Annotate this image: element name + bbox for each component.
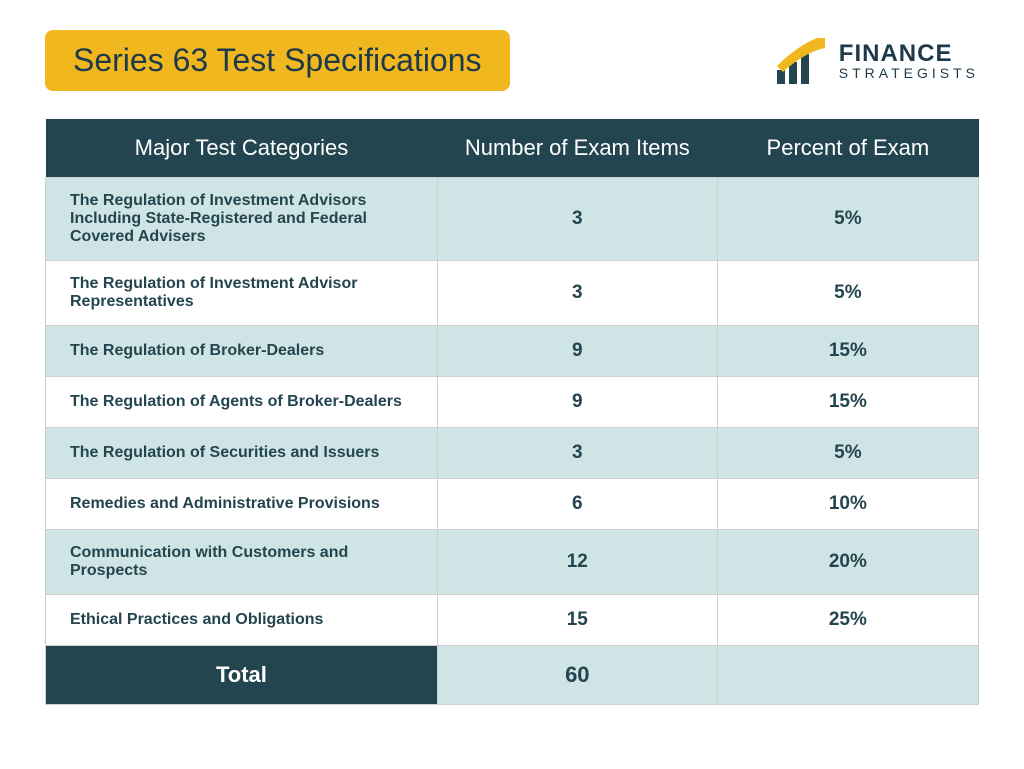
cell-percent: 20% bbox=[717, 530, 978, 595]
table-header-row: Major Test Categories Number of Exam Ite… bbox=[46, 119, 979, 178]
table-row: The Regulation of Investment Advisor Rep… bbox=[46, 261, 979, 326]
header-row: Series 63 Test Specifications FINANCE ST… bbox=[45, 30, 979, 91]
cell-items: 6 bbox=[437, 479, 717, 530]
cell-items: 12 bbox=[437, 530, 717, 595]
table-row: Communication with Customers and Prospec… bbox=[46, 530, 979, 595]
cell-category: Ethical Practices and Obligations bbox=[46, 595, 438, 646]
page-title: Series 63 Test Specifications bbox=[45, 30, 510, 91]
header-percent: Percent of Exam bbox=[717, 119, 978, 178]
logo-main-text: FINANCE bbox=[839, 42, 979, 66]
specifications-table: Major Test Categories Number of Exam Ite… bbox=[45, 119, 979, 705]
cell-items: 3 bbox=[437, 261, 717, 326]
table-total-row: Total 60 bbox=[46, 646, 979, 705]
cell-percent: 15% bbox=[717, 377, 978, 428]
cell-items: 9 bbox=[437, 326, 717, 377]
table-body: The Regulation of Investment Advisors In… bbox=[46, 178, 979, 705]
cell-percent: 25% bbox=[717, 595, 978, 646]
total-label: Total bbox=[46, 646, 438, 705]
cell-items: 3 bbox=[437, 178, 717, 261]
finance-strategists-logo-icon bbox=[769, 32, 827, 90]
cell-items: 3 bbox=[437, 428, 717, 479]
cell-category: The Regulation of Agents of Broker-Deale… bbox=[46, 377, 438, 428]
cell-percent: 5% bbox=[717, 261, 978, 326]
cell-items: 15 bbox=[437, 595, 717, 646]
table-row: Ethical Practices and Obligations 15 25% bbox=[46, 595, 979, 646]
logo-text: FINANCE STRATEGISTS bbox=[839, 42, 979, 80]
cell-category: Remedies and Administrative Provisions bbox=[46, 479, 438, 530]
cell-percent: 5% bbox=[717, 428, 978, 479]
cell-category: The Regulation of Broker-Dealers bbox=[46, 326, 438, 377]
header-items: Number of Exam Items bbox=[437, 119, 717, 178]
cell-category: Communication with Customers and Prospec… bbox=[46, 530, 438, 595]
logo-sub-text: STRATEGISTS bbox=[839, 66, 979, 80]
header-categories: Major Test Categories bbox=[46, 119, 438, 178]
cell-category: The Regulation of Securities and Issuers bbox=[46, 428, 438, 479]
cell-category: The Regulation of Investment Advisors In… bbox=[46, 178, 438, 261]
table-row: Remedies and Administrative Provisions 6… bbox=[46, 479, 979, 530]
cell-percent: 5% bbox=[717, 178, 978, 261]
total-items: 60 bbox=[437, 646, 717, 705]
table-row: The Regulation of Investment Advisors In… bbox=[46, 178, 979, 261]
table-row: The Regulation of Agents of Broker-Deale… bbox=[46, 377, 979, 428]
cell-items: 9 bbox=[437, 377, 717, 428]
logo: FINANCE STRATEGISTS bbox=[769, 32, 979, 90]
cell-percent: 15% bbox=[717, 326, 978, 377]
table-row: The Regulation of Broker-Dealers 9 15% bbox=[46, 326, 979, 377]
total-percent bbox=[717, 646, 978, 705]
table-row: The Regulation of Securities and Issuers… bbox=[46, 428, 979, 479]
cell-category: The Regulation of Investment Advisor Rep… bbox=[46, 261, 438, 326]
cell-percent: 10% bbox=[717, 479, 978, 530]
